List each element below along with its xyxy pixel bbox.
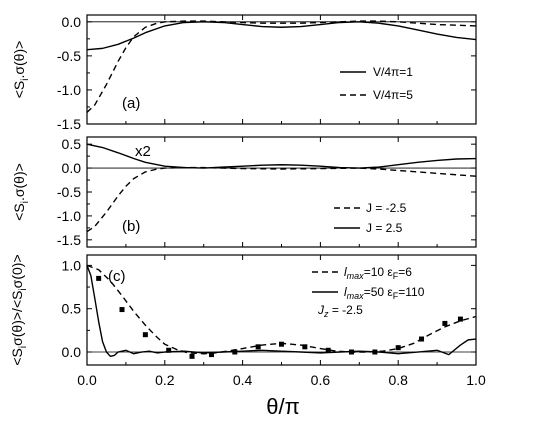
y-tick-label: -1.0 [57,208,81,224]
y-axis-label: <Si.σ(θ)> [11,163,31,221]
x-tick-label: 0.0 [77,372,97,388]
panel-label: (c) [108,268,126,285]
legend-label: lmax=50 εF=110 [344,285,425,301]
plot-frame [86,254,477,366]
series-line [86,265,477,358]
coupling-note: Jz = -2.5 [317,303,363,319]
y-axis-label: <Si.σ(θ)> [11,41,31,99]
y-tick-label: 1.0 [62,257,82,273]
series-line [86,20,477,113]
y-tick-label: -0.5 [57,184,81,200]
data-point [325,347,331,353]
panel-label: (b) [122,218,140,235]
legend-label: J = 2.5 [366,221,403,235]
x-axis-label: θ/π [266,394,300,419]
scale-annotation: x2 [135,143,151,160]
y-tick-label: 0.0 [62,14,82,30]
y-tick-label: 0.5 [62,301,82,317]
data-point [96,275,102,281]
x-tick-label: 1.0 [466,372,486,388]
data-point [142,332,148,338]
data-point [349,349,355,355]
data-point [189,353,195,359]
data-point [208,352,214,358]
legend-label: V/4π=5 [373,88,413,102]
series-line [86,143,477,169]
data-point [119,307,125,313]
data-point [395,345,401,351]
series-line [86,264,477,355]
x-tick-label: 0.8 [388,372,408,388]
data-point [232,349,238,355]
x-axis-title: θ/π [266,394,300,419]
panel-c: 1.0 0.5 0.0 0.0 0.2 0.4 0.6 0.8 1.0 <Siσ(θ)>/<Siσ… [9,254,486,388]
x-tick-label: 0.4 [233,372,253,388]
data-point [302,344,308,350]
legend-label: V/4π=1 [373,65,413,79]
legend-label: J = -2.5 [366,201,407,215]
series-line [86,166,477,233]
y-tick-label: -1.5 [57,232,81,248]
x-tick-label: 0.6 [311,372,331,388]
y-tick-label: -1.0 [57,82,81,98]
y-axis-label: <Siσ(θ)>/<Siσ(0)> [9,254,29,365]
panel-b: 0.5 0.0 -0.5 -1.0 -1.5 <Si.σ(θ)> (b) x2 J = -2.5… [11,136,477,248]
data-point [442,320,448,326]
data-point [372,349,378,355]
plot-frame [86,14,477,125]
data-point [457,316,463,322]
data-point [166,347,172,353]
data-point [419,336,425,342]
panel-label: (a) [122,95,140,112]
series-line [86,21,477,51]
y-tick-label: -1.5 [57,116,81,132]
y-tick-label: 0.0 [62,344,82,360]
legend-label: lmax=10 εF=6 [344,265,412,281]
panel-a: 0.0 -0.5 -1.0 -1.5 <Si.σ(θ)> (a) V/4π=1 V/4π=5 [11,14,477,132]
data-point [255,344,261,350]
data-point [279,341,284,347]
y-tick-label: 0.0 [62,160,82,176]
x-tick-label: 0.2 [155,372,175,388]
y-tick-label: -0.5 [57,48,81,64]
y-tick-label: 0.5 [62,136,82,152]
